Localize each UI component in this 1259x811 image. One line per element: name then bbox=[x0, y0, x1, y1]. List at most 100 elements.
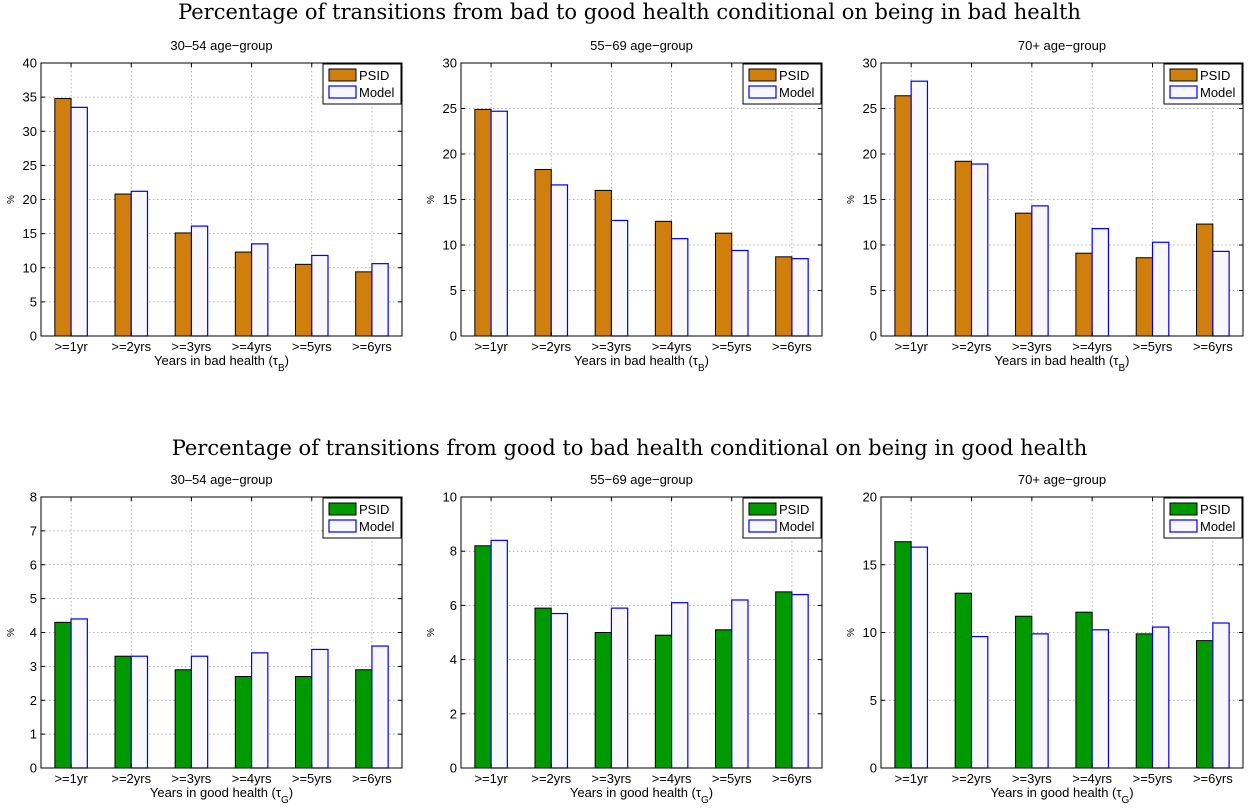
bar-model bbox=[371, 263, 389, 337]
y-axis-label: % bbox=[426, 195, 437, 204]
bar-psid bbox=[654, 220, 673, 337]
bar-model bbox=[1091, 228, 1110, 337]
chart-panel-1: 30–54 age−group 0 5 10 15 20 25 30 35 40 >=1yr >=2y… bbox=[6, 38, 403, 374]
y-tick-label: 30 bbox=[443, 56, 457, 71]
y-tick-label: 20 bbox=[863, 147, 877, 162]
x-tick-label: >=6yrs bbox=[1193, 771, 1233, 786]
bar-psid bbox=[54, 621, 72, 769]
y-tick-label: 5 bbox=[30, 294, 37, 309]
bar-psid bbox=[1015, 615, 1033, 769]
bar-model bbox=[1091, 629, 1110, 769]
x-tick-label: >=3yrs bbox=[592, 339, 632, 354]
bar-model bbox=[130, 655, 149, 769]
x-tick-label: >=4yrs bbox=[232, 339, 272, 354]
x-tick-label: >=4yrs bbox=[1072, 771, 1112, 786]
bar-model bbox=[1151, 241, 1170, 337]
bar-psid bbox=[1075, 252, 1093, 337]
y-tick-label: 20 bbox=[23, 192, 37, 207]
x-axis-label: Years in good health (τG) bbox=[570, 785, 713, 806]
y-tick-label: 0 bbox=[870, 329, 877, 344]
y-tick-label: 6 bbox=[450, 598, 457, 613]
x-axis-label: Years in bad health (τB) bbox=[154, 353, 289, 374]
bar-psid bbox=[534, 607, 552, 769]
y-tick-label: 4 bbox=[450, 652, 457, 667]
legend-label-model: Model bbox=[779, 85, 815, 100]
x-tick-label: >=2yrs bbox=[531, 339, 571, 354]
bar-model bbox=[250, 243, 269, 337]
bar-model bbox=[490, 110, 508, 337]
bar-psid bbox=[114, 655, 132, 769]
bar-psid bbox=[474, 545, 492, 769]
x-tick-label: >=6yrs bbox=[352, 339, 392, 354]
x-tick-label: >=5yrs bbox=[712, 339, 752, 354]
y-tick-label: 0 bbox=[450, 329, 457, 344]
legend-swatch-psid bbox=[1169, 502, 1198, 516]
y-axis-label: % bbox=[6, 628, 17, 637]
bar-psid bbox=[1015, 212, 1033, 337]
y-tick-label: 40 bbox=[23, 56, 37, 71]
y-tick-label: 6 bbox=[30, 557, 37, 572]
y-tick-label: 25 bbox=[443, 101, 457, 116]
x-tick-label: >=2yrs bbox=[952, 771, 992, 786]
bar-psid bbox=[594, 189, 612, 337]
y-tick-label: 25 bbox=[23, 158, 37, 173]
bar-psid bbox=[1196, 640, 1214, 769]
bar-psid bbox=[295, 263, 313, 337]
bar-model bbox=[550, 184, 569, 337]
y-tick-label: 35 bbox=[23, 90, 37, 105]
bar-model bbox=[1151, 626, 1170, 769]
bar-model bbox=[1212, 250, 1230, 337]
axes-box bbox=[460, 496, 823, 769]
y-tick-label: 25 bbox=[863, 101, 877, 116]
legend-label-model: Model bbox=[1200, 85, 1236, 100]
y-tick-label: 0 bbox=[870, 761, 877, 776]
x-tick-label: >=3yrs bbox=[1012, 339, 1052, 354]
chart-title: 70+ age−group bbox=[1018, 38, 1106, 53]
y-tick-label: 3 bbox=[30, 659, 37, 674]
bar-model bbox=[311, 648, 329, 769]
y-tick-label: 10 bbox=[863, 238, 877, 253]
x-tick-label: >=6yrs bbox=[772, 339, 812, 354]
x-tick-label: >=1yr bbox=[895, 771, 929, 786]
bar-model bbox=[70, 618, 88, 769]
bar-model bbox=[970, 163, 989, 337]
x-tick-label: >=4yrs bbox=[652, 771, 692, 786]
y-tick-label: 5 bbox=[870, 693, 877, 708]
x-tick-label: >=6yrs bbox=[1193, 339, 1233, 354]
bar-psid bbox=[1196, 223, 1214, 337]
x-tick-label: >=3yrs bbox=[172, 771, 212, 786]
legend-label-psid: PSID bbox=[1200, 502, 1230, 517]
bar-psid bbox=[1135, 257, 1153, 337]
bar-psid bbox=[234, 676, 253, 769]
legend-swatch-psid bbox=[748, 68, 777, 82]
legend: PSID Model bbox=[1163, 63, 1243, 105]
bar-model bbox=[910, 80, 929, 337]
legend-label-psid: PSID bbox=[359, 502, 389, 517]
bar-model bbox=[670, 238, 689, 337]
bar-psid bbox=[715, 232, 733, 337]
x-axis-label: Years in bad health (τB) bbox=[995, 353, 1130, 374]
bar-psid bbox=[715, 629, 733, 769]
chart-panel-2: 55−69 age−group 0 5 10 15 20 25 30 >=1yr >=2yrs >=… bbox=[426, 38, 823, 374]
x-axis-label: Years in bad health (τB) bbox=[574, 353, 709, 374]
bar-psid bbox=[174, 669, 192, 769]
bar-psid bbox=[1075, 611, 1093, 769]
x-tick-label: >=1yr bbox=[54, 771, 88, 786]
x-tick-label: >=3yrs bbox=[1012, 771, 1052, 786]
legend-label-psid: PSID bbox=[779, 502, 809, 517]
x-tick-label: >=5yrs bbox=[292, 339, 332, 354]
bar-psid bbox=[954, 160, 973, 337]
y-tick-label: 10 bbox=[443, 490, 457, 505]
y-tick-label: 4 bbox=[30, 625, 37, 640]
legend: PSID Model bbox=[1163, 497, 1243, 539]
y-tick-label: 15 bbox=[863, 557, 877, 572]
legend-label-psid: PSID bbox=[1200, 68, 1230, 83]
bar-model bbox=[1031, 205, 1049, 337]
x-tick-label: >=1yr bbox=[54, 339, 88, 354]
chart-title: 30–54 age−group bbox=[170, 472, 272, 487]
y-tick-label: 8 bbox=[450, 544, 457, 559]
x-tick-label: >=2yrs bbox=[111, 771, 151, 786]
chart-title: 70+ age−group bbox=[1018, 472, 1106, 487]
chart-panel-4: 30–54 age−group 0 1 2 3 4 5 6 7 8 >=1yr >=2yrs >=3yr… bbox=[6, 472, 403, 806]
